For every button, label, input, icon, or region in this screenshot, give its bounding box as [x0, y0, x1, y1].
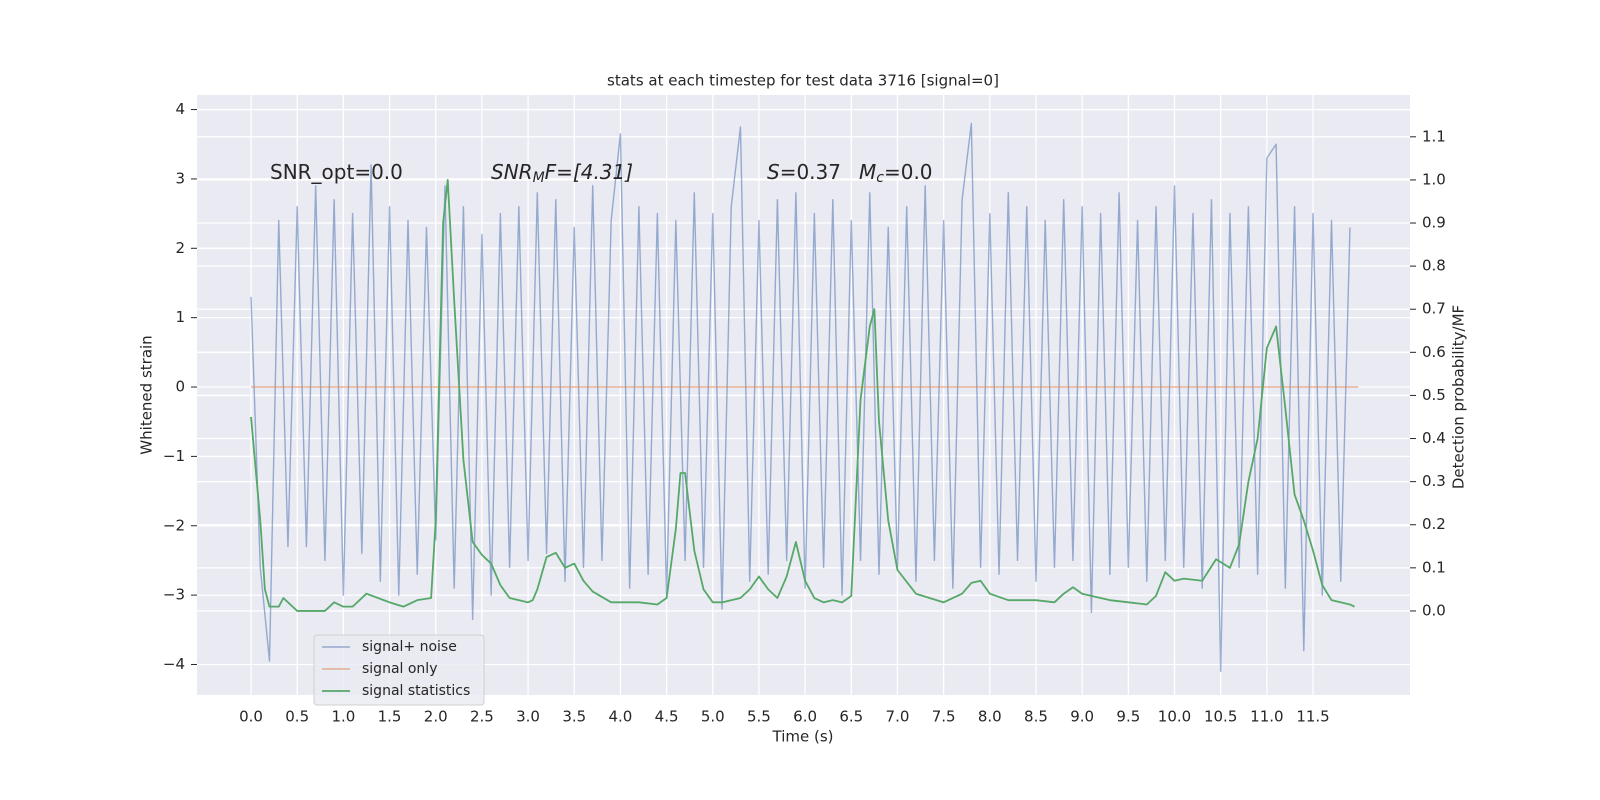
x-tick-label: 5.5	[747, 708, 771, 726]
annotation: S=0.37	[767, 160, 841, 184]
y2-tick-label: 0.2	[1422, 515, 1446, 533]
y-tick-label: 2	[175, 239, 185, 257]
x-tick-label: 10.0	[1158, 708, 1191, 726]
annotation-part: SNR_opt=0.0	[270, 160, 403, 184]
x-tick-label: 8.0	[978, 708, 1002, 726]
x-tick-label: 7.5	[932, 708, 956, 726]
x-tick-label: 0.0	[239, 708, 263, 726]
annotation-part: M	[533, 170, 545, 186]
x-tick-label: 2.5	[470, 708, 494, 726]
axes: 0.0 0.5 1.0 1.5 2.0 2.5 3.0 3.5 4.0 4.5 5.0 5.5 6.0 6…	[163, 100, 1446, 725]
x-tick-label: 11.0	[1250, 708, 1283, 726]
y-tick-label: 3	[175, 169, 185, 187]
x-tick-label: 9.5	[1116, 708, 1140, 726]
x-tick-label: 4.5	[655, 708, 679, 726]
x-tick-label: 9.0	[1070, 708, 1094, 726]
annotation-part: SNR	[491, 160, 533, 184]
annotation-part: S	[767, 160, 780, 184]
y2-tick-label: 0.3	[1422, 472, 1446, 490]
legend: signal+ noise signal only signal statistic…	[313, 634, 485, 706]
y2-tick-label: 0.4	[1422, 429, 1446, 447]
y-tick-label: −1	[163, 447, 185, 465]
x-tick-label: 7.0	[886, 708, 910, 726]
y2-tick-label: 1.0	[1422, 170, 1446, 188]
grid	[197, 95, 1410, 695]
legend-label: signal only	[362, 661, 437, 677]
annotation-part: =0.37	[780, 160, 841, 184]
annotation-part: F=[4.31]	[545, 160, 633, 184]
y-tick-label: 4	[175, 100, 185, 118]
y2-tick-label: 0.6	[1422, 343, 1446, 361]
series-line	[250, 122, 1351, 673]
y-tick-label: 0	[175, 378, 185, 396]
annotation: SNRMF=[4.31]	[491, 160, 633, 187]
legend-label: signal statistics	[362, 683, 470, 699]
annotation-part: =0.0	[884, 160, 933, 184]
y2-tick-label: 0.5	[1422, 386, 1446, 404]
x-axis-label: Time (s)	[772, 728, 834, 746]
annotation: SNR_opt=0.0	[270, 160, 403, 184]
x-tick-label: 6.5	[839, 708, 863, 726]
x-tick-label: 5.0	[701, 708, 725, 726]
annotation-part: M	[859, 160, 876, 184]
chart-title: stats at each timestep for test data 371…	[607, 72, 999, 90]
annotation-part: c	[876, 170, 884, 186]
legend-box	[313, 634, 485, 706]
y-tick-label: −2	[163, 516, 185, 534]
annotation: Mc=0.0	[859, 160, 933, 187]
y-axis-label: Whitened strain	[138, 335, 156, 454]
y-tick-label: 1	[175, 308, 185, 326]
y2-tick-label: 0.7	[1422, 300, 1446, 318]
y-tick-label: −4	[163, 655, 185, 673]
x-tick-label: 1.0	[331, 708, 355, 726]
y2-axis-label: Detection probability/MF	[1450, 305, 1468, 489]
y2-tick-label: 0.9	[1422, 214, 1446, 232]
x-tick-label: 0.5	[285, 708, 309, 726]
x-tick-label: 6.0	[793, 708, 817, 726]
y2-tick-label: 0.8	[1422, 257, 1446, 275]
y2-tick-label: 0.1	[1422, 558, 1446, 576]
y2-tick-label: 1.1	[1422, 127, 1446, 145]
x-tick-label: 4.0	[608, 708, 632, 726]
x-tick-label: 3.0	[516, 708, 540, 726]
series-line	[250, 179, 1355, 612]
legend-label: signal+ noise	[362, 639, 457, 655]
x-tick-label: 2.0	[424, 708, 448, 726]
x-tick-label: 1.5	[378, 708, 402, 726]
y-tick-label: −3	[163, 586, 185, 604]
x-tick-label: 8.5	[1024, 708, 1048, 726]
x-tick-label: 10.5	[1204, 708, 1237, 726]
x-tick-label: 3.5	[562, 708, 586, 726]
y2-tick-label: 0.0	[1422, 601, 1446, 619]
x-tick-label: 11.5	[1296, 708, 1329, 726]
